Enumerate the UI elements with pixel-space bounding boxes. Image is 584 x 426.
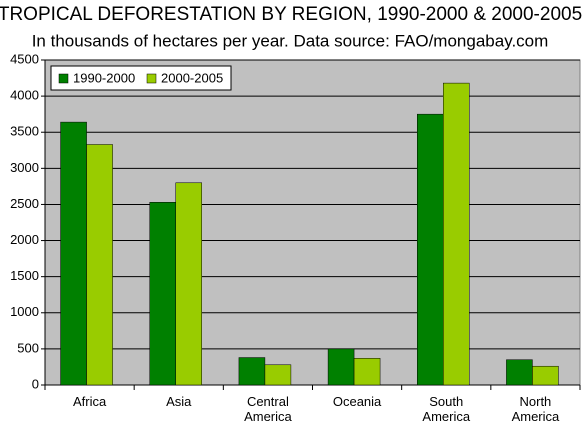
y-tick-label: 4000	[10, 88, 39, 103]
chart-subtitle: In thousands of hectares per year. Data …	[32, 31, 549, 50]
y-tick-label: 2000	[10, 232, 39, 247]
y-tick-label: 1000	[10, 304, 39, 319]
legend-label: 1990-2000	[73, 70, 135, 85]
legend-box	[50, 65, 232, 91]
x-tick-label: South America	[422, 394, 471, 424]
x-tick-label: North America	[511, 394, 560, 424]
y-tick-label: 4500	[10, 51, 39, 66]
bar	[175, 182, 202, 386]
bar	[86, 144, 113, 386]
y-tick-label: 2500	[10, 196, 39, 211]
bar	[506, 359, 533, 386]
chart-title: TROPICAL DEFORESTATION BY REGION, 1990-2…	[0, 4, 582, 25]
legend-label: 2000-2005	[161, 70, 223, 85]
x-tick-label: Africa	[72, 394, 107, 409]
plot-area	[44, 59, 581, 386]
bar	[149, 202, 176, 386]
y-tick-label: 1500	[10, 268, 39, 283]
bar	[60, 121, 87, 386]
bar	[327, 348, 355, 386]
y-tick-label: 3500	[10, 124, 39, 139]
y-tick-label: 3000	[10, 160, 39, 175]
x-tick-label: Oceania	[332, 394, 382, 409]
bar	[353, 358, 381, 386]
bar	[238, 357, 266, 386]
legend-swatch	[146, 73, 157, 84]
legend-swatch	[58, 73, 69, 84]
x-tick-label: Central America	[244, 394, 292, 424]
bar	[443, 82, 470, 386]
x-tick-label: Asia	[166, 394, 192, 409]
bar	[417, 113, 444, 386]
bar	[532, 365, 559, 386]
bar	[264, 364, 292, 386]
y-tick-label: 500	[17, 340, 39, 355]
y-tick-label: 0	[32, 376, 39, 391]
